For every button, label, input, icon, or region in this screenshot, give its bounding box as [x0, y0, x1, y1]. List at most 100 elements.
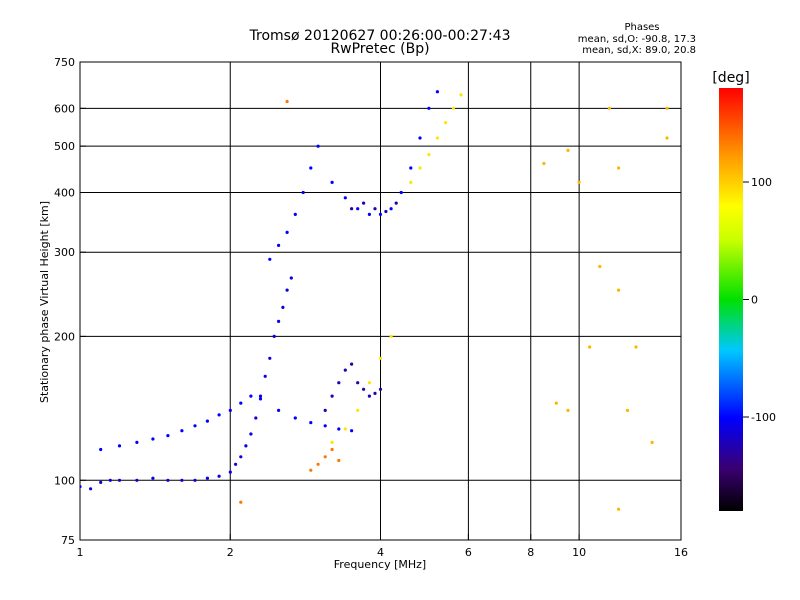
data-point [399, 190, 403, 195]
x-tick-label: 2 [227, 546, 234, 559]
data-point [389, 334, 393, 338]
x-tick-label: 10 [572, 546, 586, 559]
colorbar-tick-label: -100 [751, 411, 776, 424]
data-point [285, 288, 289, 292]
data-point [323, 424, 327, 428]
data-point [239, 500, 243, 504]
gridlines [80, 62, 681, 540]
data-point [239, 401, 243, 405]
data-point [135, 440, 139, 444]
data-point [418, 136, 422, 140]
stats-x-mode: mean, sd,X: 89.0, 20.8 [582, 45, 696, 56]
data-point [373, 207, 377, 211]
data-point [151, 437, 155, 441]
data-point [309, 468, 313, 472]
data-point [588, 345, 592, 349]
data-point [249, 394, 253, 398]
data-point [244, 444, 248, 448]
data-point [625, 408, 630, 412]
data-point [444, 121, 448, 125]
data-point [577, 180, 581, 184]
data-points [80, 90, 669, 511]
data-point [80, 485, 82, 489]
data-point [362, 201, 366, 205]
data-point [378, 356, 383, 360]
data-point [228, 470, 232, 474]
data-point [459, 93, 463, 97]
data-point [337, 381, 341, 385]
data-point [367, 381, 371, 385]
y-tick-label: 200 [54, 330, 75, 343]
data-point [117, 444, 122, 448]
data-point [217, 474, 221, 478]
data-point [350, 362, 354, 366]
data-point [394, 201, 398, 205]
axis-ticks: 1 2 4 6 8 10 16 75 100 200 300 400 500 600 750 [54, 56, 688, 559]
data-point [263, 374, 267, 378]
data-point [409, 166, 413, 170]
data-point [258, 394, 263, 398]
data-point [285, 230, 289, 234]
data-point [435, 90, 439, 94]
data-point [193, 478, 197, 482]
data-point [607, 106, 612, 110]
data-point [378, 387, 383, 391]
data-point [634, 345, 638, 349]
y-tick-label: 500 [54, 140, 75, 153]
data-point [598, 264, 602, 269]
chart-subtitle: RwPretec (Bp) [330, 41, 429, 57]
y-tick-label: 750 [54, 56, 75, 69]
data-point [166, 478, 170, 482]
data-point [350, 429, 354, 433]
data-point [316, 144, 320, 148]
x-tick-label: 1 [77, 546, 84, 559]
x-tick-label: 4 [377, 546, 384, 559]
y-tick-label: 300 [54, 246, 75, 259]
x-tick-label: 16 [674, 546, 688, 559]
data-point [268, 257, 272, 261]
data-point [249, 432, 253, 436]
x-tick-label: 8 [527, 546, 534, 559]
stats-o-mode: mean, sd,O: -90.8, 17.3 [578, 34, 696, 45]
y-tick-label: 600 [54, 102, 75, 115]
data-point [180, 429, 184, 433]
y-axis-label: Stationary phase Virtual Height [km] [38, 201, 51, 403]
data-point [650, 440, 654, 444]
data-point [409, 180, 413, 184]
data-point [205, 476, 209, 480]
x-tick-label: 6 [465, 546, 472, 559]
y-tick-label: 100 [54, 474, 75, 487]
data-point [343, 196, 347, 200]
data-point [330, 440, 334, 444]
colorbar [719, 88, 743, 511]
data-point [277, 408, 281, 412]
data-point [268, 356, 272, 360]
data-point [665, 106, 669, 110]
data-point [617, 507, 621, 511]
data-point [239, 455, 243, 459]
data-point [566, 148, 570, 152]
data-point [356, 408, 360, 412]
colorbar-ticks: -100 0 100 [743, 176, 776, 424]
data-point [254, 416, 258, 420]
colorbar-tick-label: 0 [751, 294, 758, 307]
data-point [356, 381, 360, 385]
data-point [285, 99, 289, 104]
data-point [89, 487, 93, 491]
colorbar-tick-label: 100 [751, 176, 772, 189]
data-point [228, 408, 232, 412]
data-point [389, 207, 393, 211]
data-point [180, 478, 184, 482]
data-point [293, 212, 297, 216]
data-point [554, 401, 558, 405]
data-point [330, 394, 334, 398]
data-point [350, 207, 354, 211]
data-point [166, 434, 170, 438]
data-point [99, 480, 103, 484]
data-point [277, 243, 281, 247]
data-point [427, 153, 431, 157]
data-point [617, 166, 621, 170]
data-point [373, 391, 377, 395]
data-point [337, 427, 341, 431]
y-tick-label: 75 [61, 534, 75, 547]
